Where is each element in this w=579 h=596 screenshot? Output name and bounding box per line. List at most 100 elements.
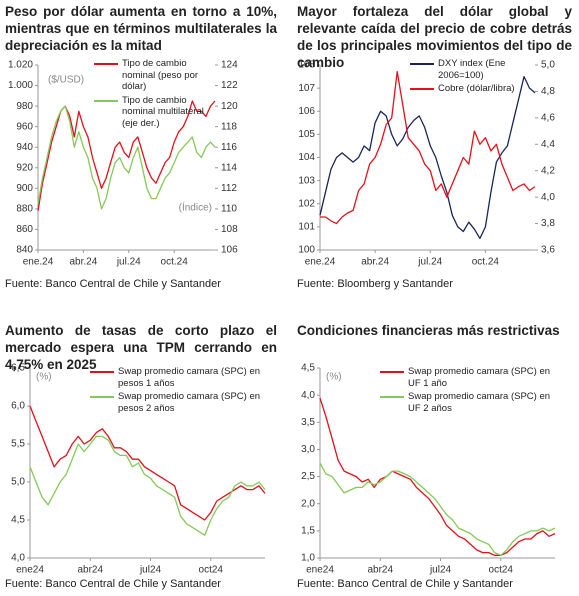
legend-item: Swap promedio camara (SPC) en pesos 1 añ… [88,366,263,389]
y-tick-label: 100 [298,245,315,256]
y-tick-label: 1.020 [8,60,33,71]
y-tick-label: 2,5 [301,471,315,482]
annotation: (%) [36,372,52,383]
chart-title: Aumento de tasas de corto plazo el merca… [5,323,277,372]
y2-tick-label: 3,8 [541,218,555,229]
legend-swatch [94,63,118,65]
legend-item: Tipo de cambio nominal multilateral (eje… [92,95,217,130]
y-tick-label: 4,5 [11,515,25,526]
y-tick-label: 1,0 [301,553,315,564]
y-tick-label: 101 [298,222,315,233]
series-line [319,462,556,556]
source: Fuente: Banco Central de Chile y Santand… [5,578,221,590]
legend-item: Swap promedio camara (SPC) en UF 1 año [378,366,553,389]
y2-tick-label: 114 [221,162,237,173]
series-line [29,405,266,521]
annotation: (%) [326,372,342,383]
x-tick-label: abr24 [77,565,103,576]
legend-swatch [90,396,114,398]
series-line [320,70,536,225]
y2-tick-label: 5,0 [541,60,555,71]
legend-label: Tipo de cambio nominal (peso por dólar) [122,58,199,92]
x-tick-label: oct.24 [161,257,189,268]
series-line [37,105,216,210]
x-tick-label: jul.24 [116,257,141,268]
annotation: (Índice) [179,201,212,214]
legend-swatch [380,371,404,373]
y-tick-label: 920 [16,162,33,173]
y2-tick-label: 120 [221,101,238,112]
x-tick-label: jul24 [139,565,162,576]
legend-label: Swap promedio camara (SPC) en pesos 2 añ… [118,391,261,414]
y-tick-label: 3,5 [301,417,315,428]
legend-label: Tipo de cambio nominal multilateral (eje… [122,94,204,129]
y2-tick-label: 4,4 [541,139,555,150]
y-tick-label: 1.000 [8,80,33,91]
y-tick-label: 3,0 [301,444,315,455]
legend-label: Swap promedio camara (SPC) en pesos 1 añ… [118,366,261,389]
chart-title: Condiciones financieras más restrictivas [297,323,560,338]
y2-tick-label: 4,2 [541,165,555,176]
y-tick-label: 840 [16,245,33,256]
x-tick-label: jul.24 [417,257,442,268]
x-tick-label: oct24 [199,565,224,576]
legend-swatch [410,88,434,90]
y2-tick-label: 122 [221,80,238,91]
y2-tick-label: 4,8 [541,86,555,97]
y-tick-label: 103 [298,175,315,186]
y2-tick-label: 4,6 [541,112,555,123]
series-line [319,397,556,556]
x-tick-label: oct.24 [472,257,500,268]
y-tick-label: 880 [16,204,33,215]
y-tick-label: 6,5 [11,363,25,374]
legend-item: DXY index (Ene 2006=100) [408,58,536,81]
y2-tick-label: 3,6 [541,245,555,256]
legend-swatch [94,99,118,102]
x-tick-label: abr.24 [361,257,389,268]
legend: DXY index (Ene 2006=100) Cobre (dólar/lib… [408,58,536,97]
y-tick-label: 860 [16,224,33,235]
y2-tick-label: 4,0 [541,192,555,203]
legend-item: Swap promedio camara (SPC) en UF 2 años [378,391,553,414]
y-tick-label: 102 [298,198,315,209]
y2-tick-label: 112 [221,183,237,194]
y2-tick-label: 110 [221,204,237,215]
y2-tick-label: 118 [221,121,237,132]
x-tick-label: ene.24 [23,257,54,268]
legend-swatch [410,63,434,65]
x-tick-label: abr.24 [69,257,97,268]
y2-tick-label: 116 [221,142,237,153]
y2-tick-label: 106 [221,245,238,256]
y-tick-label: 5,5 [11,439,25,450]
y-tick-label: 105 [298,129,315,140]
y-tick-label: 6,0 [11,401,25,412]
y-tick-label: 108 [298,60,315,71]
y-tick-label: 4,5 [301,363,315,374]
y2-tick-label: 108 [221,224,238,235]
legend-label: Cobre (dólar/libra) [438,83,515,94]
source: Fuente: Banco Central de Chile y Santand… [297,578,513,590]
legend-swatch [90,371,114,373]
y-tick-label: 1,5 [301,525,315,536]
legend-item: Swap promedio camara (SPC) en pesos 2 añ… [88,391,263,414]
y-tick-label: 4,0 [11,553,25,564]
legend: Tipo de cambio nominal (peso por dólar) T… [92,58,217,131]
legend-label: Swap promedio camara (SPC) en UF 1 año [408,366,551,389]
series-line [319,75,536,240]
source: Fuente: Banco Central de Chile y Santand… [5,278,221,290]
y-tick-label: 960 [16,121,33,132]
legend-swatch [380,396,404,398]
legend-item: Tipo de cambio nominal (peso por dólar) [92,58,217,93]
legend-item: Cobre (dólar/libra) [408,83,536,95]
source: Fuente: Bloomberg y Santander [297,278,453,290]
y-tick-label: 107 [298,83,315,94]
y-tick-label: 5,0 [11,477,25,488]
x-tick-label: oct24 [489,565,514,576]
y-tick-label: 900 [16,183,33,194]
legend: Swap promedio camara (SPC) en pesos 1 añ… [88,366,263,416]
annotation: ($/USD) [48,75,84,86]
chart-title: Peso por dólar aumenta en torno a 10%, m… [5,4,277,53]
series-line [37,100,216,212]
